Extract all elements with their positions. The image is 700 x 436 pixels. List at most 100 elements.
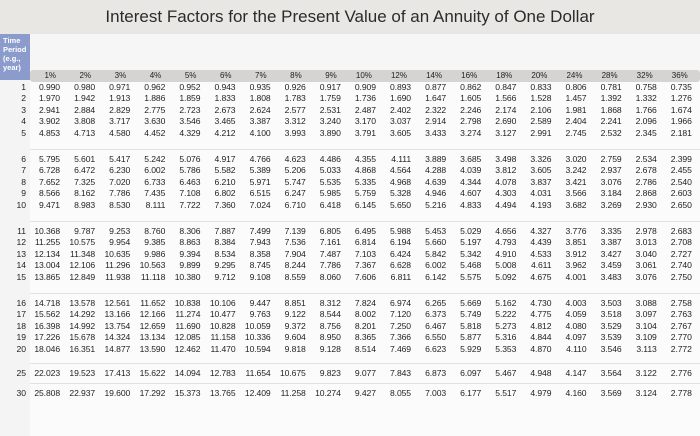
factor-cell: 5.669 — [460, 298, 482, 308]
factor-cell: 0.990 — [38, 82, 60, 92]
factor-cell: 6.210 — [214, 176, 236, 187]
factor-cell: 16.351 — [69, 343, 96, 354]
factor-cell: 3.387 — [600, 237, 622, 248]
factor-cell: 2.540 — [670, 176, 692, 187]
factor-cell: 3.503 — [600, 298, 622, 308]
factor-cell: 13.754 — [104, 320, 131, 331]
factor-cell: 9.787 — [74, 226, 96, 236]
factor-cell: 14.292 — [69, 309, 96, 320]
factor-cell: 6.463 — [179, 176, 201, 187]
factor-cell: 3.040 — [635, 248, 657, 259]
factor-cell: 3.902 — [38, 116, 60, 127]
table-row: 20 18.046 16.351 14.877 13.590 12.462 11.470 10… — [0, 344, 700, 355]
factor-cell: 1.332 — [635, 93, 657, 104]
factor-cell: 6.265 — [425, 298, 447, 308]
factor-cell: 4.078 — [495, 176, 517, 187]
factor-cell: 7.943 — [249, 237, 271, 248]
factor-cell: 4.494 — [495, 199, 517, 210]
factor-cell: 25.808 — [34, 388, 60, 398]
factor-cell: 7.325 — [74, 176, 96, 187]
factor-cell: 2.589 — [530, 116, 552, 127]
factor-cell: 13.134 — [139, 332, 166, 343]
factor-cell: 0.909 — [354, 82, 376, 92]
factor-cell: 3.076 — [635, 271, 657, 282]
header-line: year) — [3, 63, 21, 72]
factor-cell: 5.092 — [495, 271, 517, 282]
factor-cell: 1.766 — [635, 104, 657, 115]
factor-cell: 0.806 — [565, 82, 587, 92]
group-divider — [30, 293, 700, 294]
factor-cell: 13.578 — [69, 298, 96, 308]
factor-cell: 5.162 — [495, 298, 517, 308]
factor-cell: 2.759 — [600, 154, 622, 164]
factor-cell: 10.575 — [69, 237, 96, 248]
factor-cell: 3.605 — [530, 165, 552, 176]
table-row: 5 4.853 4.713 4.580 4.452 4.329 4.212 4.100 3.99… — [0, 128, 700, 139]
factor-cell: 3.335 — [600, 226, 622, 236]
factor-cell: 3.274 — [460, 127, 482, 138]
factor-cell: 6.974 — [389, 298, 411, 308]
factor-cell: 9.954 — [109, 237, 131, 248]
factor-cell: 3.518 — [600, 309, 622, 320]
factor-cell: 6.550 — [425, 332, 447, 343]
rate-header: 10% — [355, 71, 372, 80]
factor-cell: 5.786 — [179, 165, 201, 176]
period-label: 3 — [21, 104, 26, 115]
factor-cell: 3.240 — [319, 116, 341, 127]
factor-cell: 4.344 — [460, 176, 482, 187]
factor-cell: 3.269 — [600, 199, 622, 210]
factor-cell: 11.258 — [280, 388, 306, 398]
period-label: 6 — [21, 154, 26, 164]
factor-cell: 0.833 — [530, 82, 552, 92]
factor-cell: 5.328 — [389, 188, 411, 199]
factor-cell: 0.877 — [425, 82, 447, 92]
factor-cell: 4.533 — [530, 248, 552, 259]
group-divider — [30, 363, 700, 364]
factor-cell: 4.868 — [354, 165, 376, 176]
factor-cell: 3.912 — [565, 248, 587, 259]
factor-cell: 2.624 — [249, 104, 271, 115]
factor-cell: 12.085 — [174, 332, 201, 343]
factor-cell: 3.465 — [214, 116, 236, 127]
factor-cell: 2.404 — [565, 116, 587, 127]
factor-cell: 6.424 — [389, 248, 411, 259]
factor-cell: 5.222 — [495, 309, 517, 320]
factor-cell: 6.733 — [144, 176, 166, 187]
factor-cell: 2.708 — [670, 237, 692, 248]
factor-cell: 5.650 — [389, 199, 411, 210]
factor-cell: 3.127 — [495, 127, 517, 138]
factor-cell: 7.824 — [354, 298, 376, 308]
factor-cell: 7.024 — [249, 199, 271, 210]
factor-cell: 5.197 — [460, 237, 482, 248]
period-label: 5 — [21, 127, 26, 138]
factor-cell: 10.477 — [209, 309, 236, 320]
factor-cell: 3.387 — [249, 116, 271, 127]
factor-cell: 10.380 — [174, 271, 201, 282]
factor-cell: 5.076 — [179, 154, 201, 164]
factor-cell: 6.097 — [460, 368, 482, 378]
factor-cell: 5.535 — [319, 176, 341, 187]
factor-cell: 2.603 — [670, 188, 692, 199]
factor-cell: 3.630 — [144, 116, 166, 127]
factor-cell: 7.435 — [144, 188, 166, 199]
factor-cell: 5.747 — [284, 176, 306, 187]
factor-cell: 3.122 — [635, 368, 657, 378]
rate-header: 18% — [496, 71, 513, 80]
factor-cell: 2.941 — [38, 104, 60, 115]
factor-cell: 5.033 — [319, 165, 341, 176]
factor-cell: 11.296 — [105, 260, 131, 271]
period-label: 16 — [16, 298, 26, 308]
factor-cell: 4.607 — [460, 188, 482, 199]
factor-cell: 3.459 — [600, 260, 622, 271]
factor-cell: 3.682 — [565, 199, 587, 210]
rate-header: 20% — [531, 71, 548, 80]
table-row: 19 17.226 15.678 14.324 13.134 12.085 11.158 10… — [0, 332, 700, 343]
factor-cell: 8.544 — [319, 309, 341, 320]
table-row: 30 25.808 22.937 19.600 17.292 15.373 13.765 12… — [0, 388, 700, 399]
factor-cell: 5.468 — [460, 260, 482, 271]
factor-cell: 15.622 — [139, 368, 166, 378]
factor-cell: 3.483 — [600, 271, 622, 282]
rate-header: 16% — [461, 71, 478, 80]
factor-cell: 4.766 — [249, 154, 271, 164]
table-row: 18 16.398 14.992 13.754 12.659 11.690 10.828 10… — [0, 321, 700, 332]
